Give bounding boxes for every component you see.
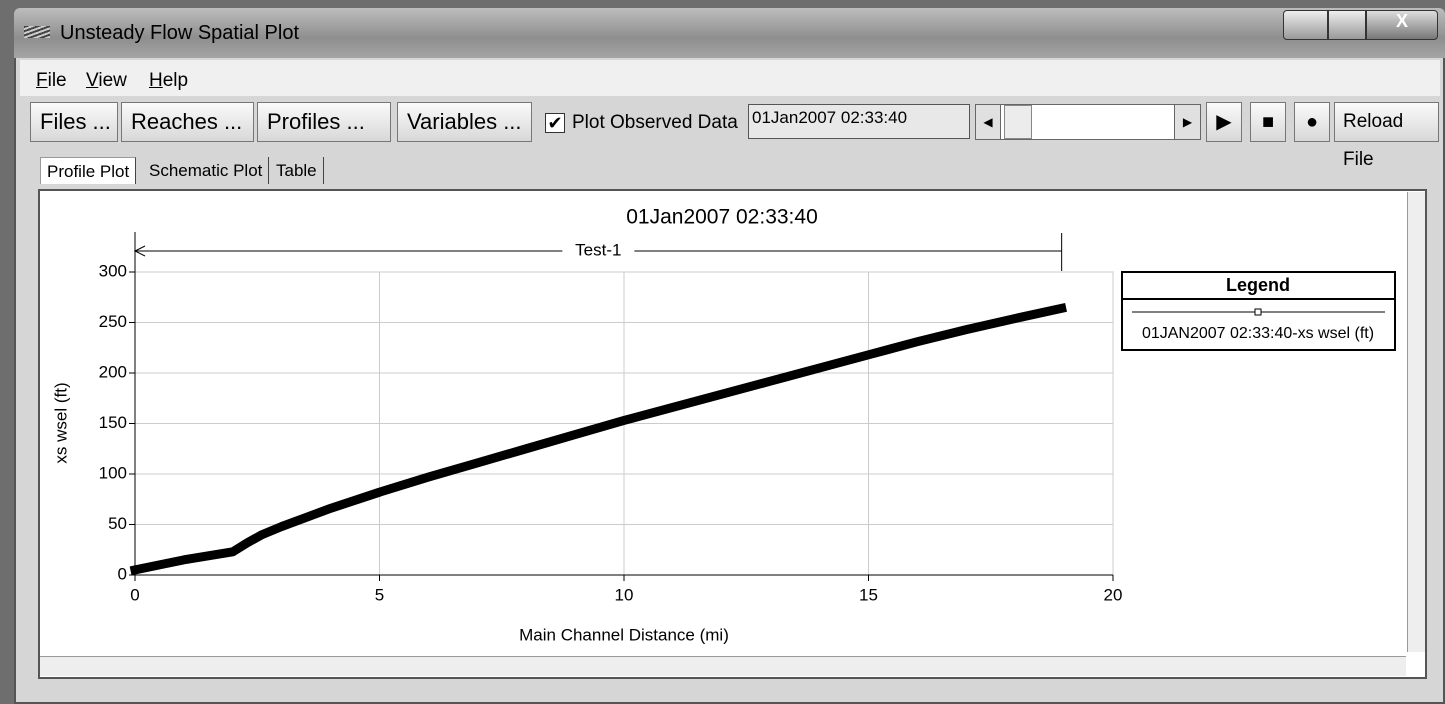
toolbar-button[interactable]: Files ... [30,102,118,142]
tab[interactable]: Table [270,157,324,184]
menu-bar [20,60,1440,96]
toolbar-button[interactable]: Profiles ... [257,102,391,142]
annotation-bg [562,241,635,261]
checkbox-label[interactable]: Plot Observed Data [572,112,738,133]
y-tick-label: 200 [99,362,127,381]
tab[interactable]: Schematic Plot [143,157,270,184]
chart-title: 01Jan2007 02:33:40 [626,206,818,229]
play-button[interactable]: ▶ [1206,102,1242,142]
stop-button[interactable]: ■ [1250,102,1286,142]
close-button[interactable]: X [1366,10,1438,40]
menu-item[interactable]: View [86,70,127,91]
slider-left[interactable]: ◀ [976,105,1001,139]
record-button[interactable]: ● [1294,102,1330,142]
time-field[interactable]: 01Jan2007 02:33:40 [748,104,970,139]
x-tick-label: 15 [859,585,878,604]
slider[interactable]: ◀ ▶ [975,104,1201,140]
x-axis-label: Main Channel Distance (mi) [519,625,729,644]
menu-item[interactable]: File [36,70,67,91]
slider-right[interactable]: ▶ [1174,105,1200,139]
x-tick-label: 0 [130,585,139,604]
menu-item[interactable]: Help [149,70,189,91]
checkbox[interactable]: ✔ [545,113,565,133]
x-tick-label: 20 [1104,585,1123,604]
title-bar [14,8,1445,58]
y-tick-label: 50 [108,514,127,533]
annotation-arrow [133,245,146,257]
x-tick-label: 10 [615,585,634,604]
legend-marker [1254,308,1262,316]
x-tick-label: 5 [375,585,384,604]
y-tick-label: 250 [99,312,127,331]
toolbar-button[interactable]: Variables ... [397,102,532,142]
reload-button[interactable]: Reload File [1334,102,1439,170]
series-line [129,303,1068,576]
y-tick-label: 300 [99,261,127,280]
y-tick-label: 100 [99,463,127,482]
toolbar-button[interactable]: Reaches ... [121,102,254,142]
annotation-label: Test-1 [575,240,621,259]
tab[interactable]: Profile Plot [40,157,137,184]
minimize-button[interactable] [1283,10,1328,40]
maximize-button[interactable] [1328,10,1366,40]
vertical-scrollbar[interactable] [1407,192,1425,652]
legend-label: 01JAN2007 02:33:40-xs wsel (ft) [1142,325,1374,342]
window-title: Unsteady Flow Spatial Plot [60,22,300,44]
y-tick-label: 150 [99,413,127,432]
legend-title: Legend [1226,275,1290,295]
y-tick-label: 0 [118,564,127,583]
slider-thumb[interactable] [1004,105,1032,139]
app-icon [24,26,50,38]
horizontal-scrollbar[interactable] [40,656,1406,676]
y-axis-label: xs wsel (ft) [51,382,70,463]
